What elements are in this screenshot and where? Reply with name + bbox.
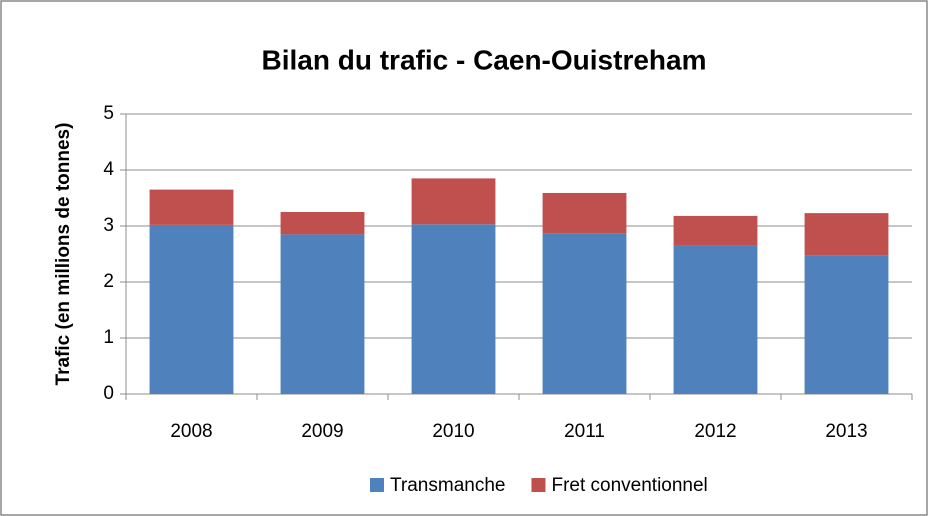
x-tick-label: 2012 xyxy=(694,421,736,442)
bar-segment xyxy=(411,224,496,394)
bar-segment xyxy=(804,213,889,256)
legend-swatch xyxy=(370,478,384,492)
y-tick-label: 3 xyxy=(103,215,114,236)
bar-segment xyxy=(673,245,758,394)
bar-segment xyxy=(280,212,365,235)
y-axis-label: Trafic (en millions de tonnes) xyxy=(53,123,74,386)
legend-label: Fret conventionnel xyxy=(551,475,707,496)
bar-segment xyxy=(542,233,627,394)
bar-segment xyxy=(542,192,627,234)
bar-segment xyxy=(673,215,758,246)
chart-title: Bilan du trafic - Caen-Ouistreham xyxy=(262,44,707,75)
legend-swatch xyxy=(531,478,546,492)
bar-segment xyxy=(149,189,234,225)
bar-segment xyxy=(280,234,365,394)
x-tick-label: 2008 xyxy=(170,421,212,442)
x-tick-label: 2011 xyxy=(564,421,605,442)
x-tick-label: 2009 xyxy=(301,421,343,442)
bar-segment xyxy=(149,224,234,394)
y-tick-label: 0 xyxy=(103,383,114,404)
x-tick-label: 2013 xyxy=(825,421,867,442)
y-tick-label: 5 xyxy=(103,103,114,124)
x-tick-label: 2010 xyxy=(432,421,474,442)
y-tick-label: 2 xyxy=(103,271,114,292)
y-tick-label: 4 xyxy=(103,159,114,180)
bar-segment xyxy=(411,178,496,225)
bar-segment xyxy=(804,255,889,394)
y-tick-label: 1 xyxy=(103,327,114,348)
legend-label: Transmanche xyxy=(390,475,505,496)
